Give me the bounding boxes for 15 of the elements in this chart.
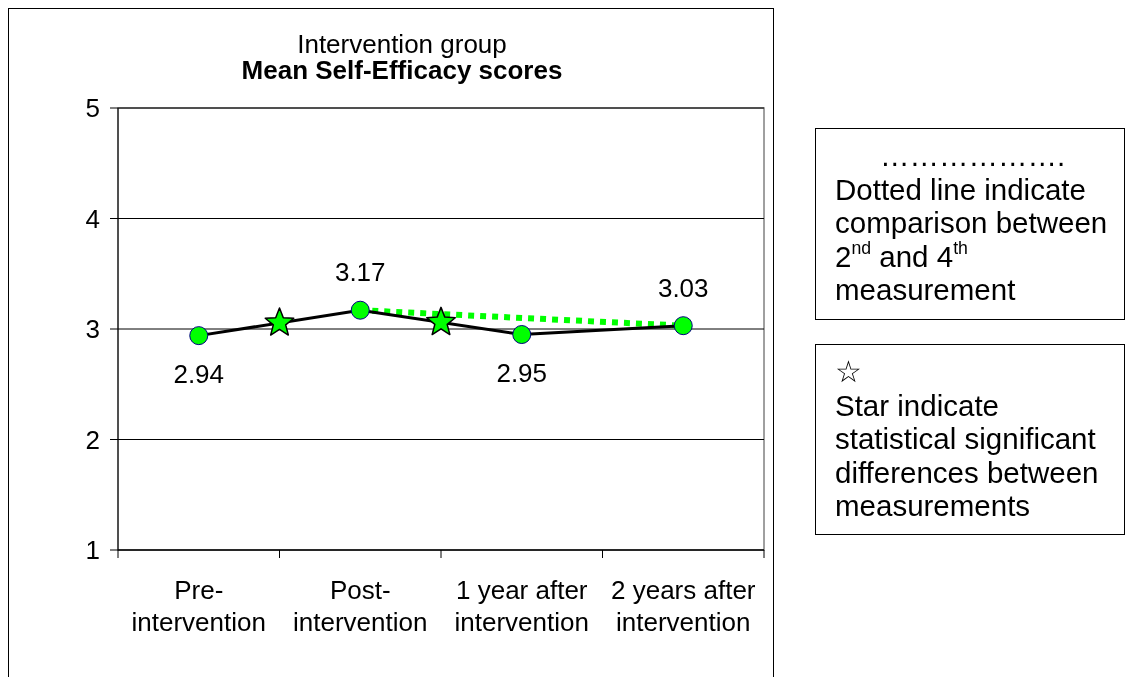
data-label: 3.17	[334, 257, 386, 288]
data-label: 3.03	[657, 272, 709, 303]
text: ………………. Dotted line indicate comparison between 2$^{nd}$ and 4$^{th}$ measurement	[835, 139, 1109, 307]
x-tick-label: 1 year after intervention	[454, 575, 589, 638]
y-tick-label: 5	[85, 93, 100, 124]
data-label: 2.95	[496, 357, 548, 388]
x-tick-label: Pre-intervention	[131, 575, 266, 638]
y-tick-label: 1	[85, 535, 100, 566]
y-tick-label: 3	[85, 314, 100, 345]
text: ☆ Star indicate statistical significant differences between measurements	[835, 355, 1100, 523]
y-tick-label: 2	[85, 424, 100, 455]
y-tick-label: 4	[85, 203, 100, 234]
x-tick-label: Post-intervention	[293, 575, 428, 638]
x-tick-label: 2 years after intervention	[610, 575, 756, 638]
data-label: 2.94	[173, 358, 225, 389]
